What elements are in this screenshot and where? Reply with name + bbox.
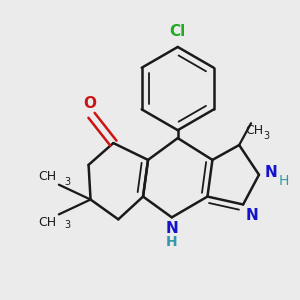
Text: N: N [165, 221, 178, 236]
Text: 3: 3 [64, 220, 71, 230]
Text: O: O [83, 96, 96, 111]
Text: 3: 3 [263, 131, 269, 141]
Text: CH: CH [245, 124, 263, 137]
Text: N: N [265, 165, 278, 180]
Text: CH: CH [38, 216, 56, 230]
Text: H: H [166, 235, 178, 249]
Text: Cl: Cl [169, 24, 186, 39]
Text: H: H [279, 174, 289, 188]
Text: CH: CH [38, 170, 56, 183]
Text: 3: 3 [64, 177, 71, 187]
Text: N: N [246, 208, 259, 224]
